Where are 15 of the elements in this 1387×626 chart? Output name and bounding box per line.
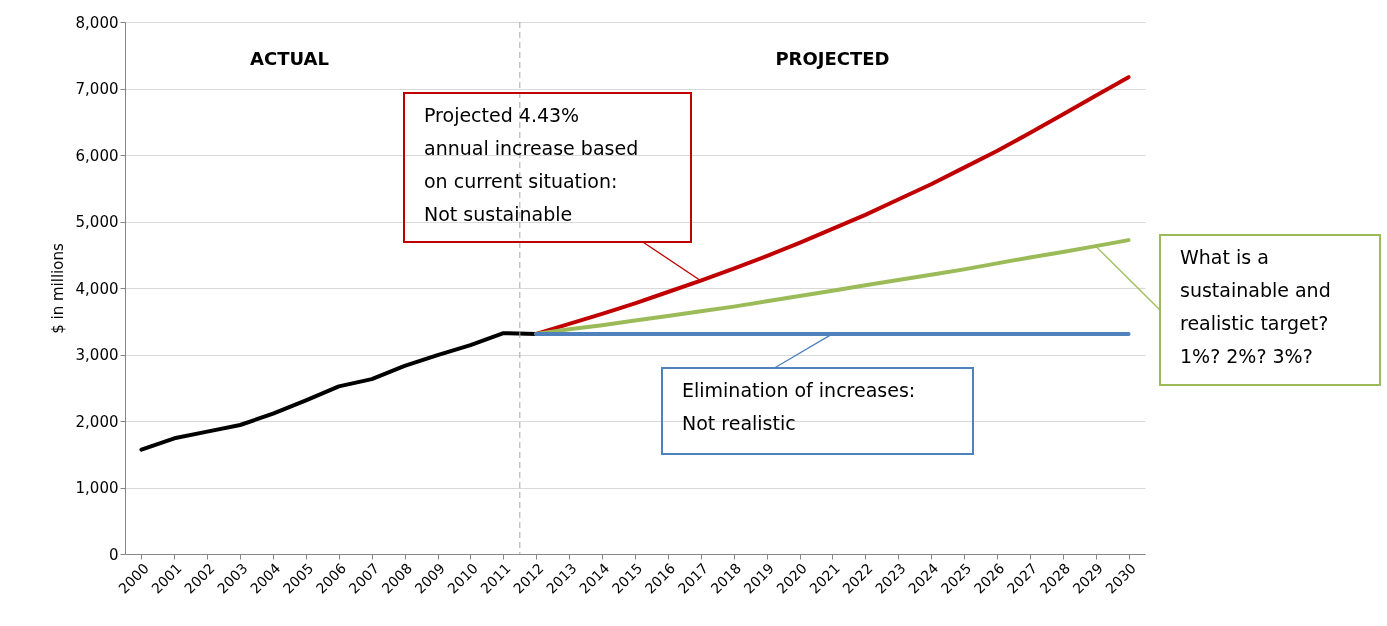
annotation: What is a sustainable and realistic target? 1%? 2%? 3%? xyxy=(1180,246,1331,367)
y-tick-label: 5,000 xyxy=(75,213,119,231)
y-tick-label: 6,000 xyxy=(75,146,119,165)
y-axis-title: $ in millions xyxy=(48,243,67,334)
y-tick-label: 3,000 xyxy=(75,346,119,364)
annotation: PROJECTED xyxy=(775,48,890,69)
y-tick-label: 7,000 xyxy=(75,80,119,98)
y-tick-label: 4,000 xyxy=(75,279,119,298)
annotation: Projected 4.43% annual increase based on current situation: Not sustainable xyxy=(424,104,639,225)
y-tick-label: 1,000 xyxy=(75,479,119,497)
annotation: Elimination of increases: Not realistic xyxy=(682,379,916,434)
y-tick-label: 8,000 xyxy=(75,13,119,32)
y-tick-label: 0 xyxy=(108,545,119,564)
y-tick-label: 2,000 xyxy=(75,412,119,431)
annotation: ACTUAL xyxy=(250,48,329,69)
